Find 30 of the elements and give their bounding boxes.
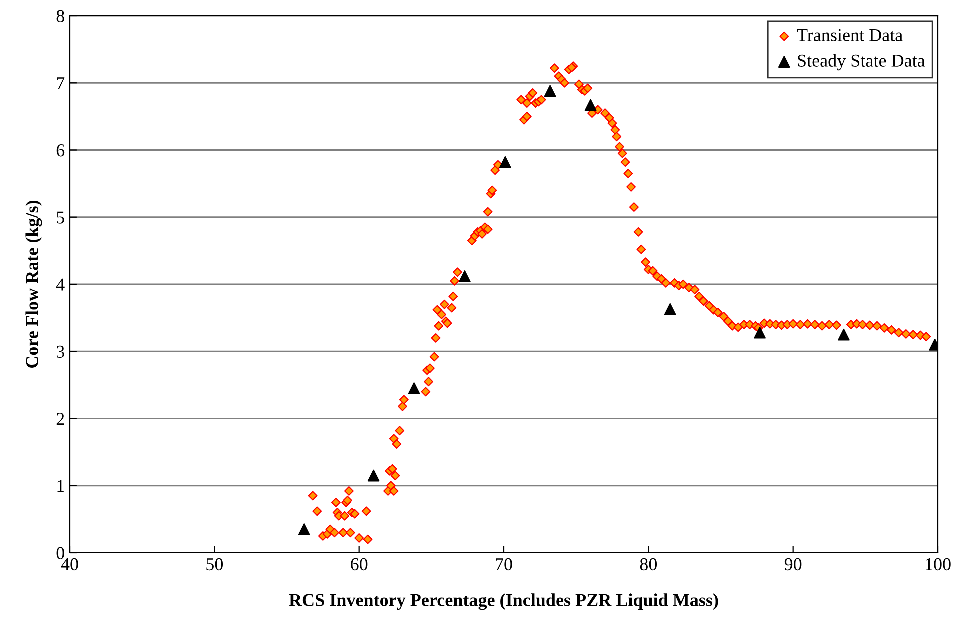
y-axis-title: Core Flow Rate (kg/s) xyxy=(26,200,42,368)
y-tick-label: 5 xyxy=(57,212,64,224)
legend-label: Transient Data xyxy=(797,29,903,42)
x-tick-label: 60 xyxy=(351,558,368,571)
y-tick-label: 4 xyxy=(56,278,65,291)
y-tick-label: 8 xyxy=(56,10,64,22)
point xyxy=(298,524,310,536)
legend-label: Steady State Data xyxy=(798,54,926,71)
x-tick-label: 40 xyxy=(61,558,78,571)
point xyxy=(544,85,556,98)
point xyxy=(408,382,420,394)
x-axis-title: RCS Inventory Percentage (Includes PZR Liquid Mass) xyxy=(289,594,718,610)
x-tick-label: 100 xyxy=(926,558,951,571)
point xyxy=(584,99,597,112)
y-tick-label: 7 xyxy=(57,78,65,90)
y-tick-label: 6 xyxy=(56,144,65,157)
y-tick-label: 2 xyxy=(56,413,64,426)
point xyxy=(459,270,471,282)
x-tick-label: 90 xyxy=(784,558,802,571)
point xyxy=(500,156,512,168)
y-tick-label: 3 xyxy=(56,346,64,358)
point xyxy=(664,303,676,316)
y-tick-label: 0 xyxy=(56,547,64,560)
x-tick-label: 50 xyxy=(206,558,224,571)
x-tick-label: 70 xyxy=(496,558,512,571)
x-tick-label: 80 xyxy=(640,558,658,571)
point xyxy=(368,470,380,482)
y-tick-label: 1 xyxy=(58,480,64,492)
point xyxy=(754,326,766,339)
point xyxy=(838,328,850,341)
